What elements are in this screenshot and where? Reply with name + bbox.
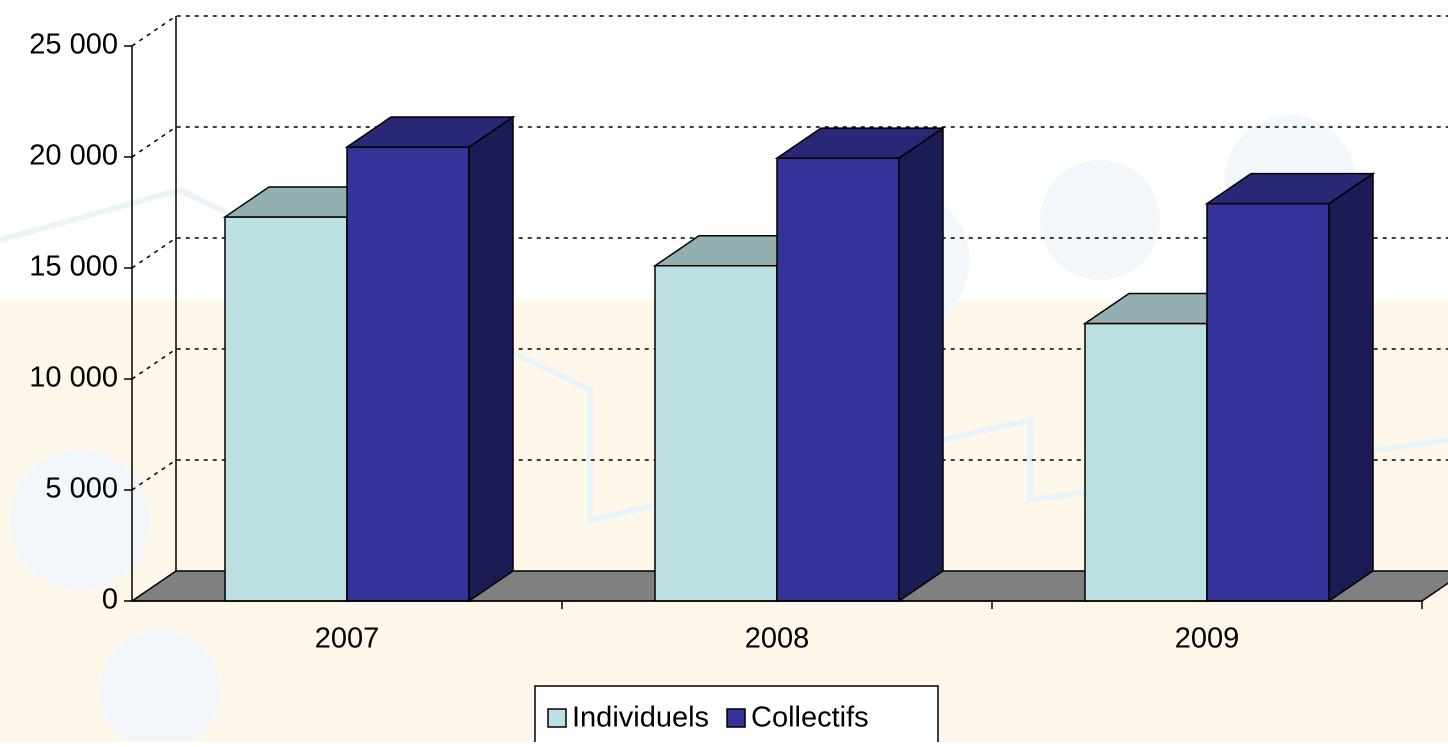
bar-top [344,116,516,148]
bar-front [224,216,348,602]
grid-line [131,237,1448,269]
y-tick-label: 15 000 [29,251,118,283]
x-tick-label: 2009 [1175,623,1240,655]
x-tick-label: 2008 [745,623,810,655]
pale-line [0,186,1448,524]
grid-line [131,348,1448,380]
grid-line [131,459,1448,491]
y-tick-label: 5 000 [45,473,118,505]
legend-label: Collectifs [751,702,869,734]
y-tick-label: 25 000 [29,29,118,61]
legend-swatch [726,708,746,728]
bar-side [898,126,944,603]
bar-top [774,127,946,159]
pale-circle [1040,160,1160,280]
bar-side [1328,172,1374,603]
bar-front [776,157,900,602]
y-tick-label: 10 000 [29,362,118,394]
bar [344,115,516,603]
x-tick-label: 2007 [315,623,380,655]
pale-circle [100,630,220,747]
bar [774,126,946,603]
plot-area: 0 5 000 10 000 15 000 20 000 25 000 2007 2008 20… [29,15,1448,655]
legend-label: Individuels [572,702,709,734]
bar [1204,172,1376,603]
grid-line [131,15,1448,47]
y-tick-label: 0 [102,584,118,616]
bar-front [1084,322,1208,602]
bar-front [346,146,470,602]
y-tick-label: 20 000 [29,140,118,172]
legend: Individuels Collectifs [534,685,939,747]
pale-circle [10,450,150,590]
legend-swatch [547,708,567,728]
bar-side [468,115,514,603]
bar-front [654,265,778,602]
grid-line [131,126,1448,158]
bar-front [1206,202,1330,602]
bar-top [1204,172,1376,205]
